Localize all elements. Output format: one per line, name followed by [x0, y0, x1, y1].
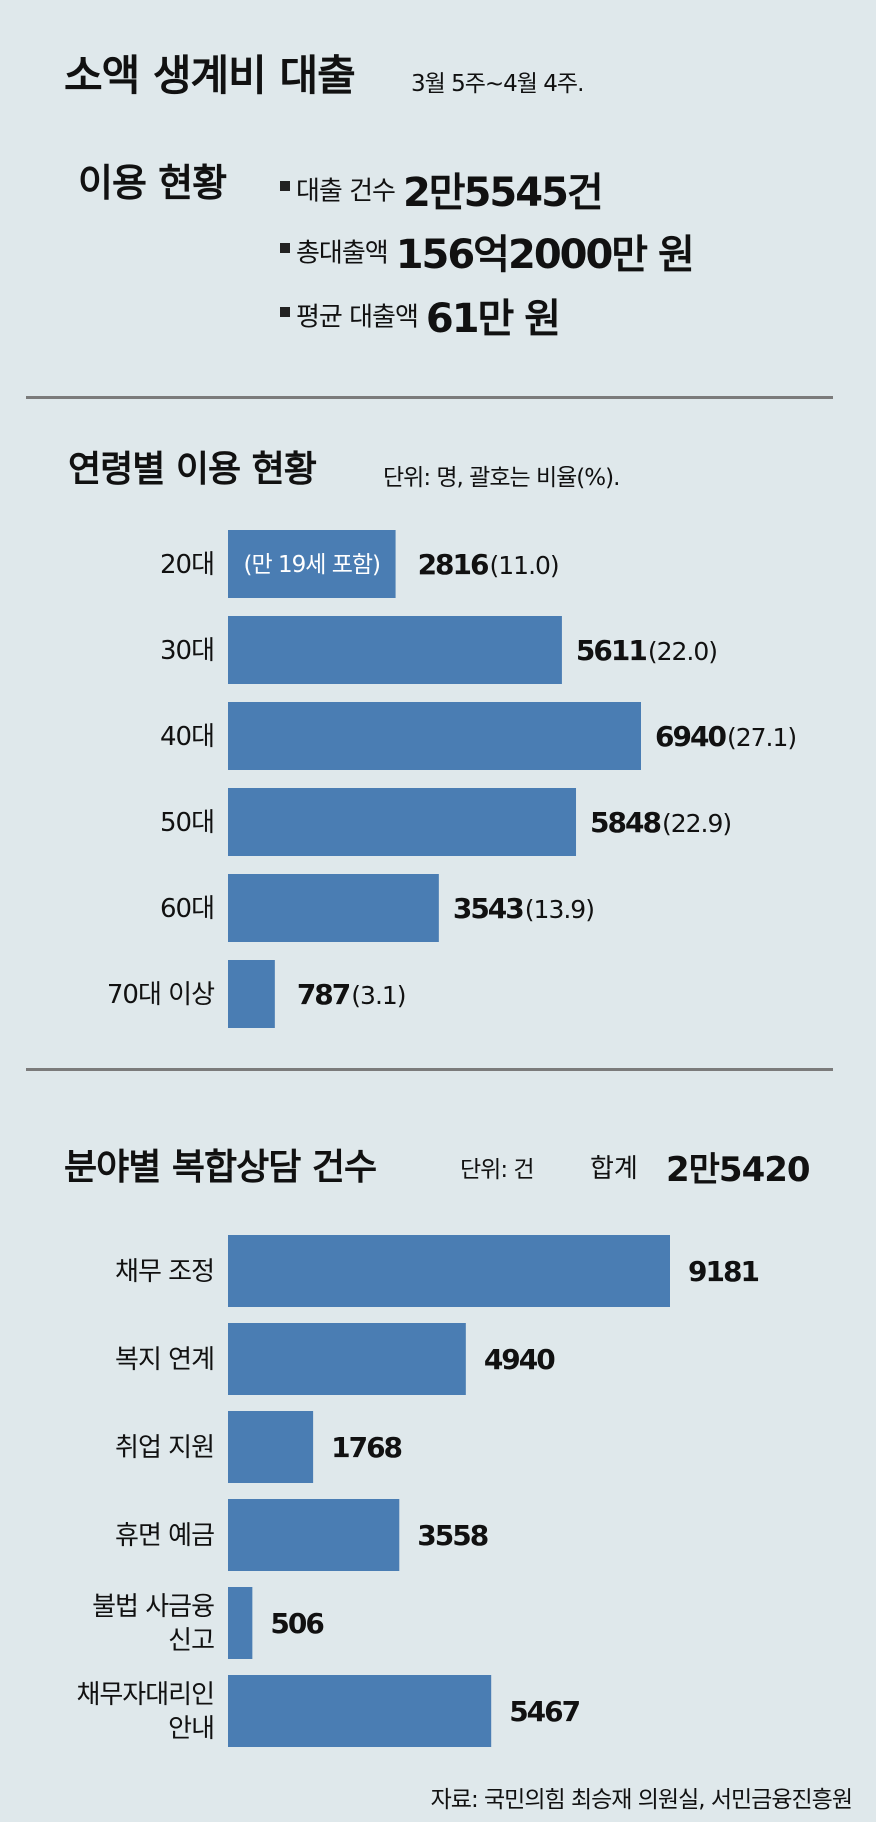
value-label: 5848 [590, 806, 660, 839]
age-unit-note: 단위: 명, 괄호는 비율(%). [383, 465, 620, 491]
stat-value: 61만 원 [425, 296, 561, 342]
bar [228, 616, 562, 684]
bar [228, 960, 275, 1028]
page-title: 소액 생계비 대출 [64, 51, 356, 100]
stat-total-amount: 총대출액 156억2000만 원 [280, 222, 695, 278]
category-label: 20대 [160, 550, 214, 580]
value-label: 5467 [509, 1695, 579, 1728]
stat-loan-count: 대출 건수 2만5545건 [280, 160, 604, 216]
value-label: 1768 [331, 1431, 401, 1464]
category-label: 30대 [160, 636, 214, 666]
bar [228, 1499, 400, 1571]
usage-title: 이용 현황 [78, 161, 227, 205]
stat-label: 평균 대출액 [296, 302, 419, 333]
age-bar-chart: 20대 2816 (11.0) (만 19세 포함) 30대 5611 (22.0) 40대 6… [107, 530, 797, 1028]
category-label: 50대 [160, 808, 214, 838]
value-label: 5611 [576, 634, 646, 667]
category-label: 70대 이상 [107, 980, 214, 1010]
value-label: 9181 [688, 1255, 758, 1288]
stat-value: 2만5545건 [402, 170, 604, 216]
section-divider [26, 1068, 833, 1071]
bar [228, 1675, 492, 1747]
percent-label: (3.1) [351, 981, 405, 1010]
value-label: 2816 [418, 548, 488, 581]
category-label: 채무자대리인 [76, 1680, 214, 1710]
bar [228, 530, 396, 598]
category-label: 60대 [160, 894, 214, 924]
bullet-icon [280, 307, 290, 317]
category-label: 40대 [160, 722, 214, 752]
percent-label: (22.9) [662, 809, 731, 838]
stat-label: 대출 건수 [296, 176, 396, 207]
bar [228, 788, 577, 856]
source-note: 자료: 국민의힘 최승재 의원실, 서민금융진흥원 [430, 1787, 853, 1813]
age-section-title: 연령별 이용 현황 [68, 449, 317, 490]
category-label: 채무 조정 [115, 1257, 214, 1287]
bar [228, 1587, 253, 1659]
total-label: 합계 [590, 1154, 638, 1184]
value-label: 4940 [484, 1343, 555, 1376]
stat-value: 156억2000만 원 [395, 232, 695, 278]
category-label: 복지 연계 [115, 1345, 214, 1375]
value-label: 787 [297, 978, 350, 1011]
bar [228, 702, 641, 770]
field-bar-chart: 채무 조정 9181 복지 연계 4940 취업 지원 1768 휴면 예금 3558 불법 사… [76, 1235, 760, 1747]
section-divider [26, 396, 833, 399]
stat-average-amount: 평균 대출액 61만 원 [280, 286, 561, 342]
bar-note: (만 19세 포함) [244, 552, 380, 578]
category-label: 신고 [168, 1626, 214, 1656]
percent-label: (22.0) [648, 637, 717, 666]
bar [228, 1235, 670, 1307]
percent-label: (11.0) [490, 551, 559, 580]
value-label: 506 [270, 1607, 323, 1640]
category-label: 불법 사금융 [92, 1592, 214, 1622]
value-label: 3543 [453, 892, 523, 925]
bar [228, 1411, 314, 1483]
total-value: 2만5420 [666, 1150, 811, 1190]
percent-label: (13.9) [525, 895, 594, 924]
value-label: 3558 [417, 1519, 487, 1552]
category-label: 휴면 예금 [115, 1521, 214, 1551]
period-note: 3월 5주~4월 4주. [411, 71, 584, 97]
stat-label: 총대출액 [296, 238, 389, 269]
percent-label: (27.1) [727, 723, 796, 752]
category-label: 취업 지원 [115, 1433, 214, 1463]
bar [228, 1323, 466, 1395]
bullet-icon [280, 181, 290, 191]
category-label: 안내 [168, 1714, 214, 1744]
bullet-icon [280, 243, 290, 253]
value-label: 6940 [655, 720, 726, 753]
field-section-title: 분야별 복합상담 건수 [64, 1147, 377, 1188]
field-unit-note: 단위: 건 [460, 1157, 535, 1183]
bar [228, 874, 439, 942]
